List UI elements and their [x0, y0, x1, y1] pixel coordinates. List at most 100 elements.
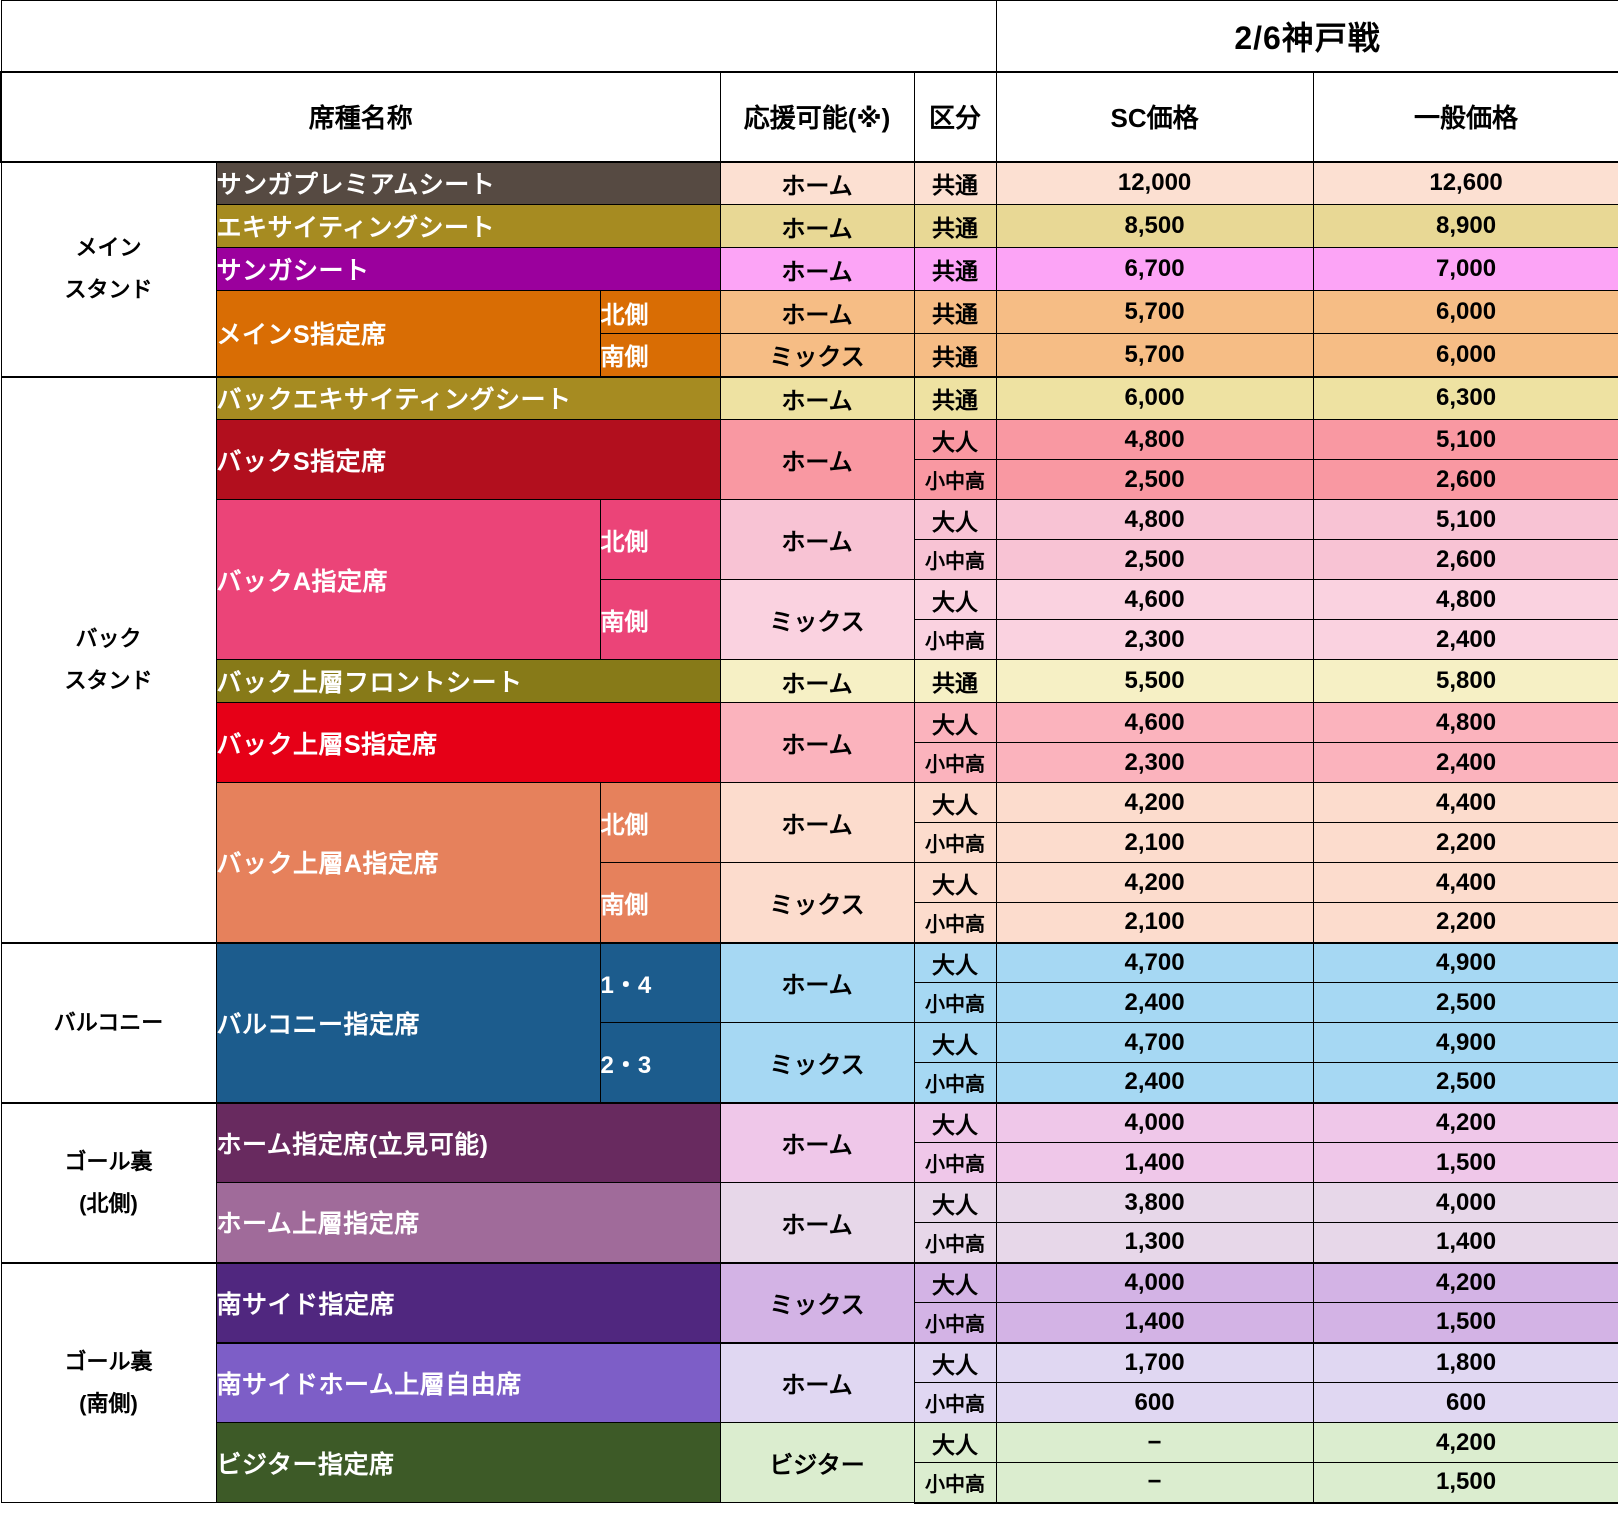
- stand-cell: メイン スタンド: [0, 160, 217, 377]
- table-row: 小中高 2,500 2,600: [1, 539, 1618, 580]
- table-row: メインS指定席 北側 ホーム 共通 5,700 6,000: [1, 290, 1618, 377]
- class-cell: 共通: [913, 659, 997, 703]
- class-cell: 大人: [913, 702, 997, 743]
- general-price-cell: 2,400: [1312, 742, 1618, 783]
- general-price-cell: 600: [1312, 1382, 1618, 1423]
- sc-price-cell: 2,100: [995, 902, 1314, 943]
- class-cell: 大人: [913, 579, 997, 620]
- sc-price-cell: 5,700: [995, 333, 1314, 377]
- class-cell: 小中高: [913, 982, 997, 1023]
- class-cell: 共通: [913, 247, 997, 291]
- general-price-cell: 1,500: [1312, 1462, 1618, 1504]
- general-price-cell: 2,200: [1312, 822, 1618, 863]
- seat-cell: バック上層フロントシート: [215, 659, 721, 703]
- table-row: ゴール裏 (南側) 南サイド指定席 ミックス 大人 4,000 4,200: [0, 1261, 1618, 1503]
- stand-cell: バック スタンド: [0, 375, 217, 943]
- table-row: 小中高 1,400 1,500: [1, 1142, 1618, 1183]
- sc-price-cell: 4,000: [995, 1261, 1314, 1303]
- table-row: バック上層S指定席 ホーム 大人 4,600 4,800: [1, 702, 1618, 783]
- seat-cell: サンガシート: [215, 247, 721, 291]
- class-cell: 大人: [913, 499, 997, 540]
- cheer-cell: ミックス: [719, 862, 915, 943]
- side-cell: 2・3: [599, 1022, 721, 1103]
- table-row: 小中高 2,300 2,400: [1, 619, 1618, 660]
- table-row: 南側 ミックス 大人 4,600 4,800: [1, 579, 1618, 660]
- cheer-cell: ホーム: [719, 702, 915, 783]
- header-seat-name: 席種名称: [0, 70, 721, 163]
- sc-price-cell: 4,800: [995, 419, 1314, 460]
- general-price-cell: 2,200: [1312, 902, 1618, 943]
- cheer-cell: ホーム: [719, 204, 915, 248]
- general-price-cell: 4,800: [1312, 579, 1618, 620]
- class-cell: 小中高: [913, 459, 997, 500]
- sc-price-cell: 12,000: [995, 160, 1314, 205]
- class-cell: 大人: [913, 862, 997, 903]
- general-price-cell: 4,200: [1312, 1422, 1618, 1463]
- class-cell: 大人: [913, 941, 997, 983]
- cheer-cell: ホーム: [719, 499, 915, 580]
- table-row: 小中高 2,500 2,600: [1, 459, 1618, 500]
- class-cell: 小中高: [913, 742, 997, 783]
- general-price-cell: 6,000: [1312, 333, 1618, 377]
- general-price-cell: 1,500: [1312, 1302, 1618, 1343]
- general-price-cell: 2,500: [1312, 982, 1618, 1023]
- sc-price-cell: 4,800: [995, 499, 1314, 540]
- seat-cell: ビジター指定席: [215, 1422, 721, 1503]
- general-price-cell: 5,100: [1312, 419, 1618, 460]
- general-price-cell: 4,000: [1312, 1182, 1618, 1223]
- side-cell: 南側: [599, 862, 721, 943]
- seat-cell: バック上層A指定席: [215, 782, 601, 943]
- class-cell: 小中高: [913, 902, 997, 943]
- sc-price-cell: 8,500: [995, 204, 1314, 248]
- class-cell: 小中高: [913, 1142, 997, 1183]
- cheer-cell: ホーム: [719, 659, 915, 703]
- class-cell: 大人: [913, 419, 997, 460]
- general-price-cell: 4,200: [1312, 1101, 1618, 1143]
- general-price-cell: 4,400: [1312, 862, 1618, 903]
- general-price-cell: 5,100: [1312, 499, 1618, 540]
- general-price-cell: 4,200: [1312, 1261, 1618, 1303]
- general-price-cell: 2,600: [1312, 459, 1618, 500]
- cheer-cell: ホーム: [719, 290, 915, 334]
- cheer-cell: ホーム: [719, 1101, 915, 1183]
- class-cell: 小中高: [913, 1382, 997, 1423]
- side-cell: 北側: [599, 290, 721, 334]
- sc-price-cell: 1,300: [995, 1222, 1314, 1263]
- table-row: ホーム上層指定席 ホーム 大人 3,800 4,000: [1, 1182, 1618, 1263]
- table-row: バルコニー バルコニー指定席 1・4 ホーム 大人 4,700 4,900: [0, 941, 1618, 1103]
- table-row: 小中高 2,100 2,200: [1, 902, 1618, 943]
- sc-price-cell: 4,000: [995, 1101, 1314, 1143]
- sc-price-cell: 4,200: [995, 782, 1314, 823]
- general-price-cell: 2,400: [1312, 619, 1618, 660]
- class-cell: 共通: [913, 160, 997, 205]
- class-cell: 共通: [913, 290, 997, 334]
- seat-cell: 南サイドホーム上層自由席: [215, 1341, 721, 1423]
- general-price-cell: 12,600: [1312, 160, 1618, 205]
- seat-cell: バックA指定席: [215, 499, 601, 660]
- general-price-cell: 4,800: [1312, 702, 1618, 743]
- class-cell: 大人: [913, 1182, 997, 1223]
- general-price-cell: 6,300: [1312, 375, 1618, 420]
- class-cell: 小中高: [913, 1462, 997, 1504]
- sc-price-cell: 4,200: [995, 862, 1314, 903]
- table-row: 南サイドホーム上層自由席 ホーム 大人 1,700 1,800: [1, 1341, 1618, 1423]
- class-cell: 小中高: [913, 822, 997, 863]
- general-price-cell: 1,500: [1312, 1142, 1618, 1183]
- class-cell: 共通: [913, 204, 997, 248]
- table-row: 小中高 2,100 2,200: [1, 822, 1618, 863]
- seat-cell: エキサイティングシート: [215, 204, 721, 248]
- table-row: ビジター指定席 ビジター 大人 −4,200: [1, 1422, 1618, 1503]
- stand-cell: バルコニー: [0, 941, 217, 1103]
- sc-price-cell: 2,400: [995, 1062, 1314, 1103]
- side-cell: 南側: [599, 333, 721, 377]
- class-cell: 共通: [913, 333, 997, 377]
- table-row: メイン スタンド サンガプレミアムシート ホーム 共通 12,000 12,600: [0, 160, 1618, 377]
- seat-cell: 南サイド指定席: [215, 1261, 721, 1343]
- side-cell: 北側: [599, 499, 721, 580]
- general-price-cell: 1,800: [1312, 1341, 1618, 1383]
- seat-cell: サンガプレミアムシート: [215, 160, 721, 205]
- cheer-cell: ホーム: [719, 1182, 915, 1263]
- table-row: 小中高 1,300 1,400: [1, 1222, 1618, 1263]
- class-cell: 共通: [913, 375, 997, 420]
